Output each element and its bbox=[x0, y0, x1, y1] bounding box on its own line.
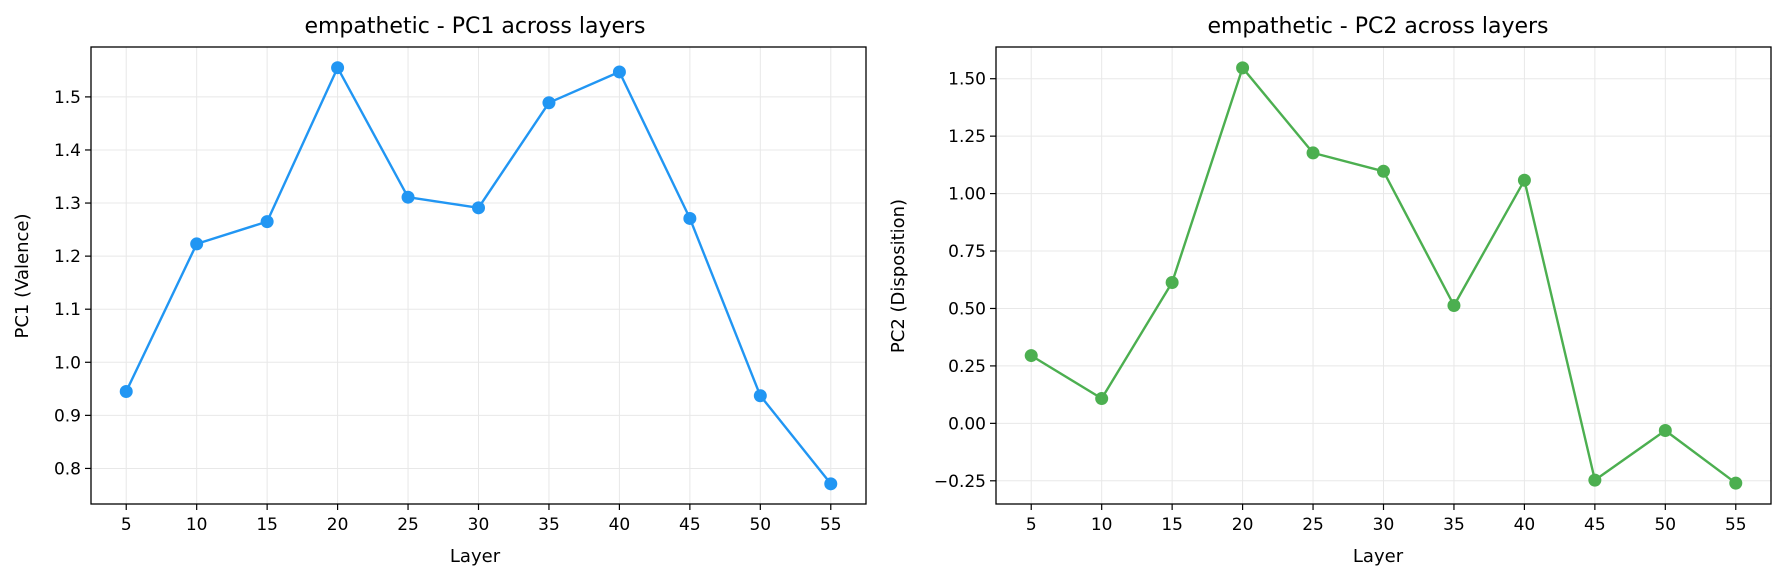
data-point bbox=[824, 477, 838, 491]
data-point bbox=[1095, 392, 1109, 406]
data-point bbox=[1024, 349, 1038, 363]
grid bbox=[996, 47, 1771, 504]
x-tick-label: 55 bbox=[1725, 515, 1747, 535]
x-tick-label: 40 bbox=[1514, 515, 1536, 535]
data-point bbox=[331, 61, 345, 75]
x-tick-label: 45 bbox=[679, 515, 701, 535]
x-tick-label: 20 bbox=[327, 515, 349, 535]
x-tick-label: 55 bbox=[820, 515, 842, 535]
y-axis-label: PC2 (Disposition) bbox=[888, 199, 909, 353]
data-point bbox=[753, 389, 767, 403]
data-point bbox=[1658, 423, 1672, 437]
data-point bbox=[260, 215, 274, 229]
data-point bbox=[472, 201, 485, 215]
y-tick-label: 1.0 bbox=[54, 353, 81, 373]
x-tick-label: 15 bbox=[256, 515, 278, 535]
x-tick-label: 50 bbox=[749, 515, 771, 535]
y-tick-label: −0.25 bbox=[934, 472, 986, 492]
x-axis-label: Layer bbox=[1353, 546, 1404, 567]
panel-pc2: empathetic - PC2 across layers Layer PC2… bbox=[888, 14, 1772, 567]
chart-title: empathetic - PC2 across layers bbox=[1207, 14, 1548, 39]
panel-pc1: empathetic - PC1 across layers Layer PC1… bbox=[12, 14, 867, 567]
x-tick-label: 25 bbox=[397, 515, 419, 535]
y-tick-label: 0.50 bbox=[948, 299, 986, 319]
data-point bbox=[1377, 164, 1390, 178]
y-tick-label: 1.2 bbox=[54, 247, 81, 267]
y-tick-label: 1.5 bbox=[54, 88, 81, 108]
y-tick-label: 1.50 bbox=[948, 70, 986, 90]
y-tick-label: 0.9 bbox=[54, 406, 81, 426]
y-tick-label: 1.25 bbox=[948, 127, 986, 147]
data-point bbox=[1447, 298, 1461, 312]
y-tick-label: 0.75 bbox=[948, 242, 986, 262]
x-tick-label: 5 bbox=[1026, 515, 1037, 535]
data-point bbox=[1236, 61, 1250, 75]
x-tick-label: 30 bbox=[1373, 515, 1395, 535]
x-tick-label: 50 bbox=[1654, 515, 1676, 535]
chart-title: empathetic - PC1 across layers bbox=[304, 14, 645, 39]
axes-frame bbox=[995, 46, 1772, 505]
y-tick-label: 0.25 bbox=[948, 357, 986, 377]
data-point bbox=[1517, 173, 1531, 187]
y-tick-label: 1.3 bbox=[54, 194, 81, 214]
y-axis-label: PC1 (Valence) bbox=[12, 213, 33, 338]
y-tick-label: 0.8 bbox=[54, 459, 81, 479]
data-point bbox=[1729, 476, 1743, 490]
x-tick-label: 10 bbox=[186, 515, 208, 535]
x-tick-label: 25 bbox=[1302, 515, 1324, 535]
x-tick-label: 10 bbox=[1091, 515, 1113, 535]
x-tick-label: 40 bbox=[609, 515, 631, 535]
data-point bbox=[119, 384, 133, 398]
data-point bbox=[190, 237, 204, 251]
data-point bbox=[401, 190, 415, 204]
grid bbox=[91, 47, 866, 504]
x-tick-label: 15 bbox=[1161, 515, 1183, 535]
x-tick-label: 30 bbox=[468, 515, 490, 535]
data-point bbox=[1306, 146, 1320, 160]
x-tick-label: 35 bbox=[538, 515, 560, 535]
x-tick-label: 5 bbox=[121, 515, 132, 535]
data-point bbox=[1165, 276, 1179, 290]
data-point bbox=[1588, 473, 1602, 487]
x-tick-label: 20 bbox=[1232, 515, 1254, 535]
x-tick-label: 45 bbox=[1584, 515, 1606, 535]
data-point bbox=[612, 65, 626, 79]
axes-frame bbox=[90, 46, 867, 505]
data-point bbox=[683, 211, 697, 225]
data-point bbox=[542, 96, 556, 110]
x-axis-label: Layer bbox=[450, 546, 501, 567]
y-tick-label: 1.00 bbox=[948, 185, 986, 205]
y-tick-label: 0.00 bbox=[948, 414, 986, 434]
y-tick-label: 1.4 bbox=[54, 141, 81, 161]
y-tick-label: 1.1 bbox=[54, 300, 81, 320]
x-tick-label: 35 bbox=[1443, 515, 1465, 535]
